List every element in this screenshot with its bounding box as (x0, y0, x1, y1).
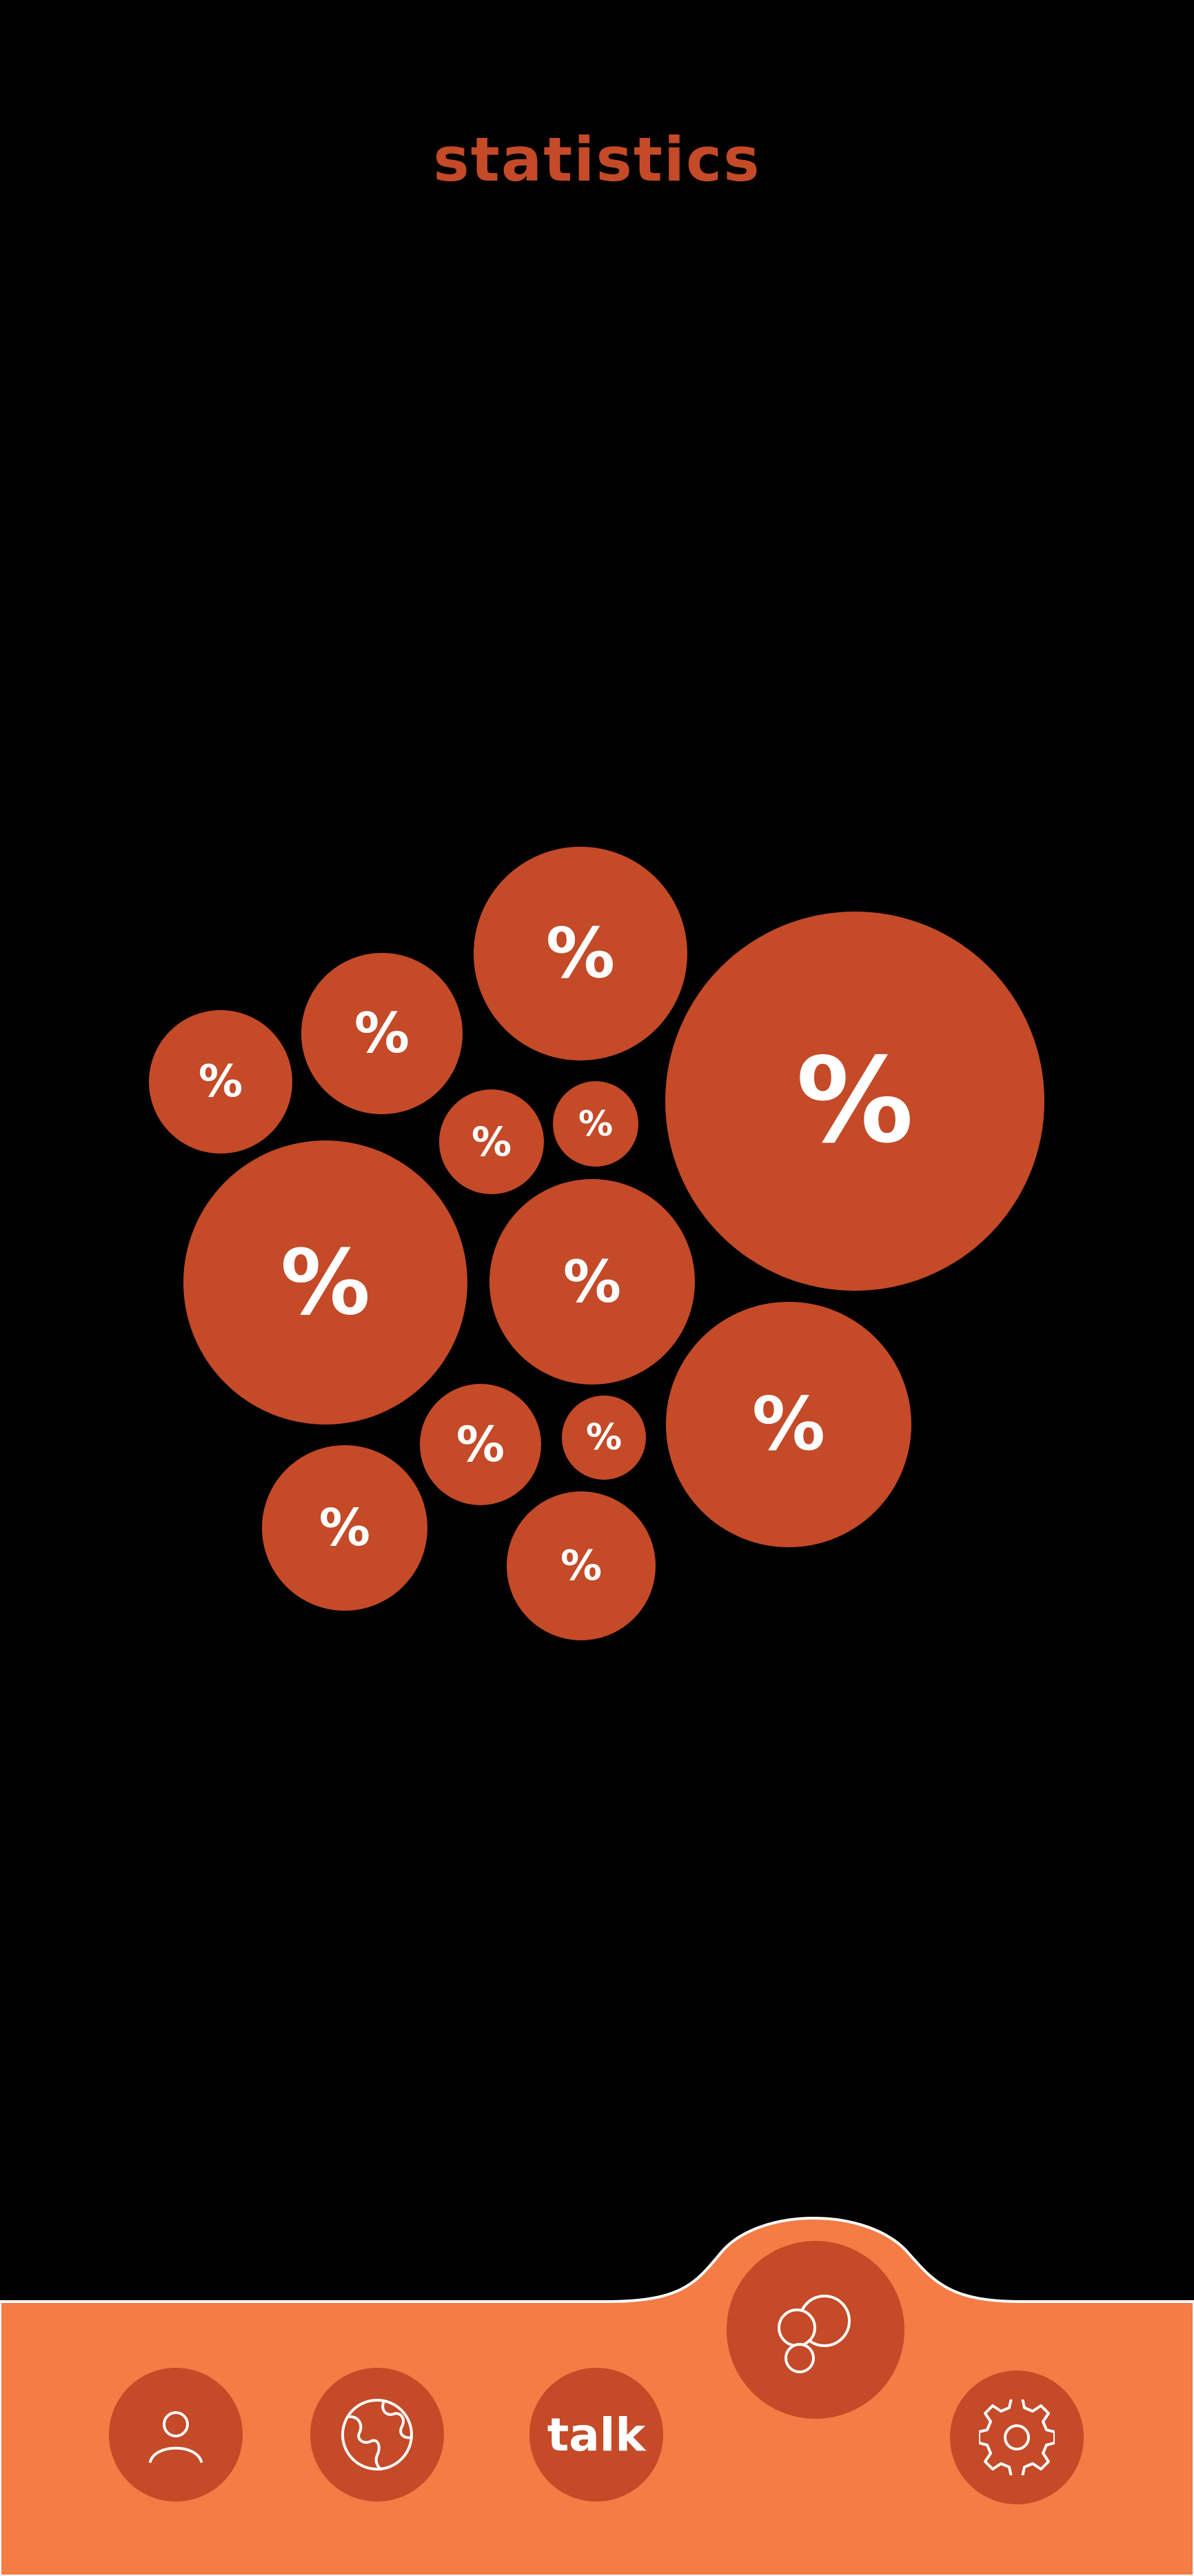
bubble-8[interactable]: % (489, 1179, 695, 1385)
nav-statistics-button[interactable] (727, 2241, 904, 2419)
bubble-label: % (354, 1001, 410, 1065)
nav-globe-button[interactable] (310, 2368, 444, 2502)
bubble-label: % (751, 1382, 826, 1467)
bubble-7[interactable]: % (183, 1140, 467, 1425)
bubble-label: % (456, 1416, 505, 1473)
bubble-label: % (796, 1033, 914, 1169)
bubble-13[interactable]: % (507, 1491, 656, 1640)
nav-settings-button[interactable] (950, 2371, 1084, 2504)
bubble-9[interactable]: % (666, 1302, 911, 1547)
user-icon (149, 2411, 203, 2463)
bubble-10[interactable]: % (420, 1384, 541, 1505)
bubble-2[interactable]: % (301, 953, 463, 1114)
bubble-label: % (560, 1542, 603, 1590)
bubble-6[interactable]: % (553, 1081, 638, 1167)
bubble-4[interactable]: % (665, 912, 1044, 1291)
bubble-label: % (318, 1498, 371, 1558)
bubble-3[interactable]: % (149, 1010, 292, 1154)
bubble-5[interactable]: % (439, 1089, 544, 1194)
page-title: statistics (433, 124, 761, 195)
bubble-label: % (471, 1118, 512, 1165)
gear-icon (979, 2399, 1055, 2475)
bubble-label: % (545, 913, 616, 994)
bubble-label: % (578, 1104, 614, 1144)
bubble-11[interactable]: % (562, 1396, 646, 1480)
talk-label: talk (547, 2408, 646, 2462)
bubble-label: % (198, 1056, 243, 1107)
bubbles-icon (778, 2295, 851, 2373)
bubble-label: % (563, 1248, 622, 1316)
bottom-nav: talk (0, 2206, 1194, 2576)
bubble-1[interactable]: % (474, 847, 687, 1060)
bubble-label: % (585, 1417, 623, 1458)
globe-icon (341, 2399, 413, 2471)
nav-profile-button[interactable] (109, 2368, 243, 2502)
bubble-label: % (280, 1230, 371, 1335)
bubble-12[interactable]: % (262, 1445, 427, 1611)
nav-talk-button[interactable]: talk (529, 2368, 663, 2502)
